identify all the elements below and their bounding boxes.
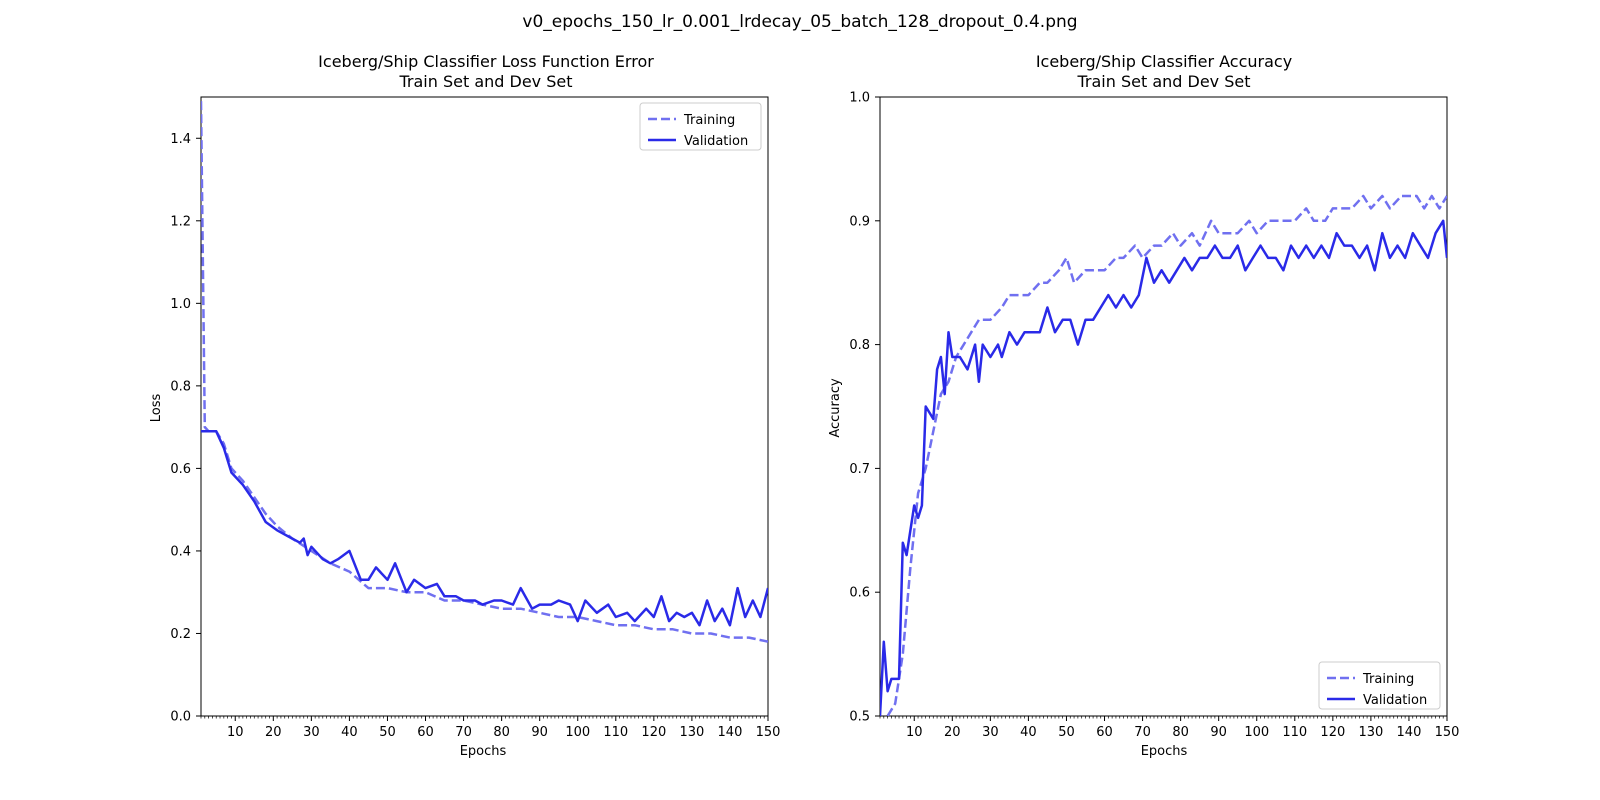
loss-legend-label-training: Training: [683, 113, 735, 128]
loss-x-tick-label: 120: [641, 725, 666, 740]
accuracy-y-tick-label: 1.0: [849, 91, 870, 106]
loss-y-tick-label: 0.4: [170, 544, 191, 559]
loss-x-tick-label: 50: [379, 725, 396, 740]
accuracy-y-tick-label: 0.6: [849, 586, 870, 601]
accuracy-x-tick-label: 10: [906, 725, 923, 740]
loss-axes-frame: [200, 96, 769, 717]
loss-x-axis-label: Epochs: [460, 744, 507, 759]
loss-chart-title: Iceberg/Ship Classifier Loss Function Er…: [318, 52, 654, 71]
loss-y-tick-label: 0.0: [170, 710, 191, 725]
accuracy-x-tick-label: 50: [1058, 725, 1075, 740]
accuracy-legend: Training Validation: [1318, 661, 1441, 710]
loss-y-tick-label: 1.4: [170, 132, 191, 147]
loss-x-tick-label: 20: [265, 725, 282, 740]
accuracy-y-tick-label: 0.5: [849, 710, 870, 725]
accuracy-y-tick-label: 0.9: [849, 214, 870, 229]
accuracy-x-tick-label: 70: [1134, 725, 1151, 740]
accuracy-x-tick-label: 140: [1397, 725, 1422, 740]
loss-series-validation-line: [201, 430, 768, 627]
accuracy-legend-label-training: Training: [1362, 672, 1414, 687]
accuracy-x-tick-label: 60: [1096, 725, 1113, 740]
accuracy-y-tick-label: 0.8: [849, 338, 870, 353]
accuracy-x-tick-label: 150: [1435, 725, 1460, 740]
loss-x-tick-label: 110: [603, 725, 628, 740]
loss-y-tick-label: 0.6: [170, 462, 191, 477]
accuracy-x-tick-label: 110: [1282, 725, 1307, 740]
loss-y-tick-label: 0.8: [170, 379, 191, 394]
loss-chart-subtitle: Train Set and Dev Set: [398, 72, 572, 91]
loss-x-tick-label: 100: [565, 725, 590, 740]
accuracy-x-tick-label: 80: [1172, 725, 1189, 740]
loss-x-tick-label: 10: [227, 725, 244, 740]
accuracy-x-tick-label: 100: [1244, 725, 1269, 740]
accuracy-plot-area: 10 20 30 40 50 60 70 80 90 100 110 120 130 140 150 0.5 0…: [849, 91, 1459, 741]
accuracy-legend-label-validation: Validation: [1363, 693, 1427, 708]
loss-legend-frame: [639, 102, 762, 151]
loss-y-tick-label: 0.2: [170, 627, 191, 642]
accuracy-axes-frame: [879, 96, 1448, 717]
loss-y-tick-label: 1.0: [170, 297, 191, 312]
loss-x-tick-label: 90: [531, 725, 548, 740]
loss-plot-area: 10 20 30 40 50 60 70 80 90 100 110 120 130 140 150 0.0 0…: [170, 96, 781, 740]
accuracy-y-tick-label: 0.7: [849, 462, 870, 477]
accuracy-legend-frame: [1318, 661, 1441, 710]
accuracy-chart-title: Iceberg/Ship Classifier Accuracy: [1036, 52, 1292, 71]
accuracy-x-tick-label: 20: [944, 725, 961, 740]
loss-x-tick-label: 40: [341, 725, 358, 740]
loss-y-axis-label: Loss: [149, 394, 164, 423]
loss-x-tick-label: 80: [493, 725, 510, 740]
loss-y-tick-label: 1.2: [170, 214, 191, 229]
loss-x-tick-label: 60: [417, 725, 434, 740]
loss-x-tick-label: 30: [303, 725, 320, 740]
loss-legend: Training Validation: [639, 102, 762, 151]
loss-x-tick-label: 70: [455, 725, 472, 740]
accuracy-x-axis-label: Epochs: [1141, 744, 1188, 759]
loss-x-tick-label: 150: [756, 725, 781, 740]
loss-series-training-line: [201, 101, 768, 643]
accuracy-chart-subtitle: Train Set and Dev Set: [1076, 72, 1250, 91]
accuracy-x-tick-label: 120: [1320, 725, 1345, 740]
loss-chart: Iceberg/Ship Classifier Loss Function Er…: [149, 52, 780, 759]
accuracy-y-axis-label: Accuracy: [828, 378, 843, 438]
figure-title: v0_epochs_150_lr_0.001_lrdecay_05_batch_…: [522, 12, 1078, 32]
accuracy-x-tick-label: 30: [982, 725, 999, 740]
loss-legend-label-validation: Validation: [684, 134, 748, 149]
accuracy-x-tick-label: 40: [1020, 725, 1037, 740]
accuracy-chart: Iceberg/Ship Classifier Accuracy Train S…: [828, 52, 1459, 759]
accuracy-x-tick-label: 90: [1210, 725, 1227, 740]
accuracy-series-validation-line: [880, 219, 1447, 716]
accuracy-x-tick-label: 130: [1358, 725, 1383, 740]
loss-x-tick-label: 140: [718, 725, 743, 740]
accuracy-series-training-line: [886, 194, 1447, 716]
loss-x-tick-label: 130: [679, 725, 704, 740]
